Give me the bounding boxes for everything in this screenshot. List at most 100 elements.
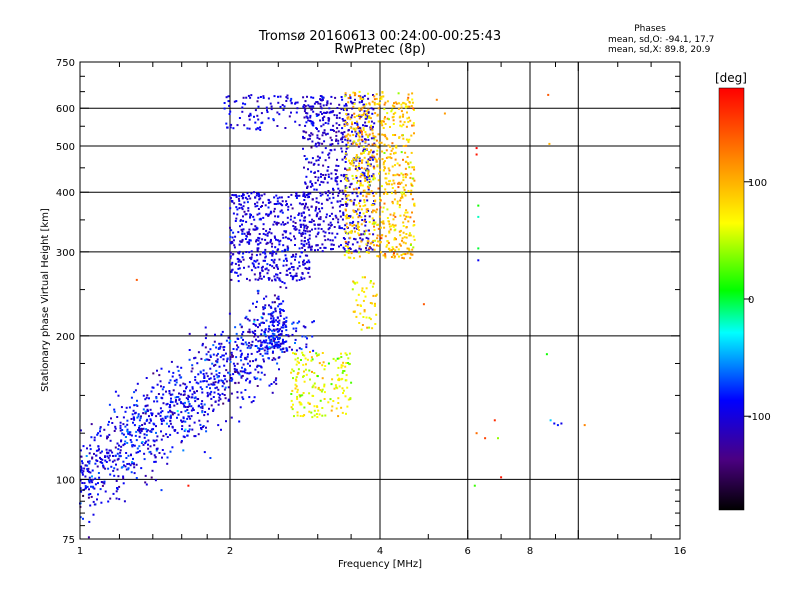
data-point — [372, 135, 375, 137]
data-point — [320, 228, 323, 230]
data-point — [168, 406, 171, 409]
data-point — [373, 248, 376, 251]
data-point — [341, 158, 344, 161]
data-point — [268, 231, 271, 234]
data-point — [88, 460, 91, 463]
data-point — [325, 213, 328, 216]
data-point — [357, 134, 360, 137]
data-point — [244, 389, 247, 391]
data-point — [257, 247, 260, 250]
data-point — [335, 386, 338, 389]
data-point — [150, 412, 153, 415]
data-point — [311, 394, 314, 397]
data-point — [242, 363, 245, 366]
data-point — [182, 402, 185, 405]
data-point — [213, 340, 216, 343]
data-point — [411, 124, 414, 127]
data-point — [308, 105, 311, 108]
data-point — [222, 348, 225, 351]
data-point — [259, 218, 262, 221]
data-point — [236, 213, 239, 216]
data-point — [217, 379, 220, 382]
data-point — [326, 100, 329, 103]
data-point — [199, 380, 202, 383]
data-point — [262, 306, 265, 309]
data-point — [174, 396, 177, 399]
data-point — [363, 220, 366, 223]
data-point — [311, 335, 314, 338]
data-point — [407, 215, 410, 218]
data-point — [255, 306, 258, 308]
data-point — [248, 251, 251, 254]
data-point — [358, 245, 361, 248]
data-point — [345, 379, 348, 382]
data-point — [119, 427, 122, 430]
data-point — [218, 347, 221, 350]
data-point — [373, 167, 376, 170]
data-point — [220, 428, 222, 431]
data-point — [80, 469, 83, 472]
data-point — [257, 193, 260, 196]
data-point — [386, 240, 389, 243]
data-point — [298, 401, 301, 404]
data-point — [266, 342, 269, 345]
data-point — [160, 438, 163, 441]
data-point — [220, 379, 223, 382]
data-point — [301, 233, 304, 235]
data-point — [370, 190, 373, 193]
data-point — [227, 399, 230, 402]
data-point — [118, 498, 121, 501]
data-point — [402, 225, 405, 227]
data-point — [235, 100, 238, 103]
data-point — [345, 103, 347, 106]
data-point — [359, 205, 362, 208]
data-point — [243, 368, 246, 371]
data-point — [269, 341, 272, 344]
data-point — [217, 375, 220, 378]
data-point — [269, 102, 272, 105]
data-point — [300, 251, 303, 254]
data-point — [309, 114, 312, 117]
data-point — [368, 177, 371, 180]
data-point — [165, 422, 168, 425]
data-point — [408, 166, 411, 169]
data-point — [122, 460, 125, 463]
data-point — [413, 166, 415, 169]
data-point — [87, 493, 90, 496]
data-point — [163, 452, 166, 455]
data-point — [375, 313, 378, 316]
data-point — [393, 212, 396, 215]
data-point — [79, 479, 82, 482]
data-point — [234, 382, 237, 385]
data-point — [316, 248, 319, 251]
data-point — [375, 97, 378, 100]
data-point — [303, 116, 306, 119]
data-point — [258, 348, 261, 351]
data-point — [104, 459, 107, 462]
data-point — [400, 181, 403, 184]
data-point — [265, 267, 268, 270]
data-point — [317, 353, 320, 356]
data-point — [185, 387, 187, 390]
data-point — [346, 243, 349, 246]
data-point — [114, 427, 117, 430]
data-point — [298, 320, 301, 323]
data-point — [335, 216, 338, 219]
data-point — [262, 201, 264, 204]
data-point — [286, 245, 289, 248]
data-point — [352, 101, 355, 104]
data-point — [409, 176, 412, 179]
data-point — [252, 228, 255, 231]
data-point — [264, 328, 267, 331]
data-point — [327, 238, 330, 241]
data-point — [356, 181, 358, 184]
data-point — [200, 357, 203, 360]
data-point — [281, 104, 284, 106]
data-point — [306, 337, 308, 340]
data-point — [228, 372, 231, 375]
data-point — [309, 192, 312, 195]
data-point — [248, 331, 251, 334]
data-point — [169, 409, 171, 412]
data-point — [384, 256, 387, 259]
